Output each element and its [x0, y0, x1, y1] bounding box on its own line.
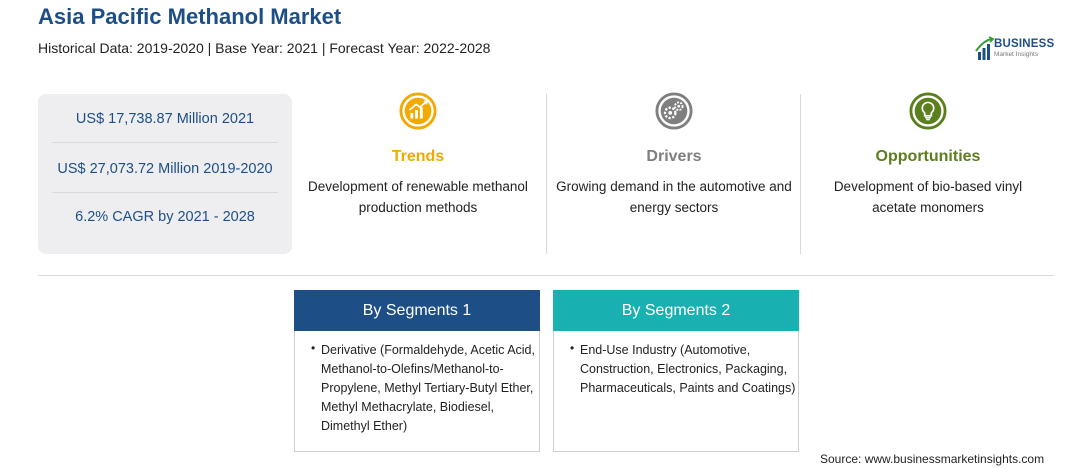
drivers-label: Drivers: [646, 148, 702, 165]
logo-name: BUSINESS: [994, 38, 1055, 50]
trends-description: Development of renewable methanol produc…: [308, 179, 528, 215]
stat-cagr: 6.2% CAGR by 2021 - 2028: [75, 209, 255, 225]
business-logo-icon: [975, 36, 995, 60]
segments-2-item: End-Use Industry (Automotive, Constructi…: [580, 343, 796, 395]
opportunities-description: Development of bio-based vinyl acetate m…: [833, 179, 1023, 215]
logo-tagline: Market Insights: [994, 51, 1039, 58]
drivers-description: Growing demand in the automotive and ene…: [556, 179, 792, 215]
bullet-icon: •: [311, 341, 316, 355]
chart-trend-icon: [399, 92, 437, 130]
lightbulb-icon: [909, 92, 947, 130]
segments-2-title: By Segments 2: [553, 290, 799, 331]
stats-panel: US$ 17,738.87 Million 2021 US$ 27,073.72…: [38, 94, 292, 254]
stat-market-size-historical: US$ 27,073.72 Million 2019-2020: [57, 161, 273, 177]
stat-market-size-2021: US$ 17,738.87 Million 2021: [75, 111, 255, 127]
segments-1-title: By Segments 1: [294, 290, 540, 331]
column-divider: [546, 94, 547, 254]
segments-1-card: By Segments 1 • Derivative (Formaldehyde…: [294, 290, 540, 452]
stats-divider: [52, 192, 278, 193]
stats-divider: [52, 142, 278, 143]
column-divider: [800, 94, 801, 254]
bullet-icon: •: [570, 341, 575, 355]
source-text: Source: www.businessmarketinsights.com: [820, 452, 1045, 466]
segments-2-card: By Segments 2 • End-Use Industry (Automo…: [553, 290, 799, 452]
page-title: Asia Pacific Methanol Market: [38, 4, 342, 29]
opportunities-label: Opportunities: [875, 148, 981, 165]
section-divider: [38, 275, 1054, 276]
segments-1-item: Derivative (Formaldehyde, Acetic Acid, M…: [321, 343, 535, 433]
gears-icon: [655, 92, 693, 130]
trends-label: Trends: [391, 148, 445, 165]
page-subtitle: Historical Data: 2019-2020 | Base Year: …: [38, 40, 491, 56]
